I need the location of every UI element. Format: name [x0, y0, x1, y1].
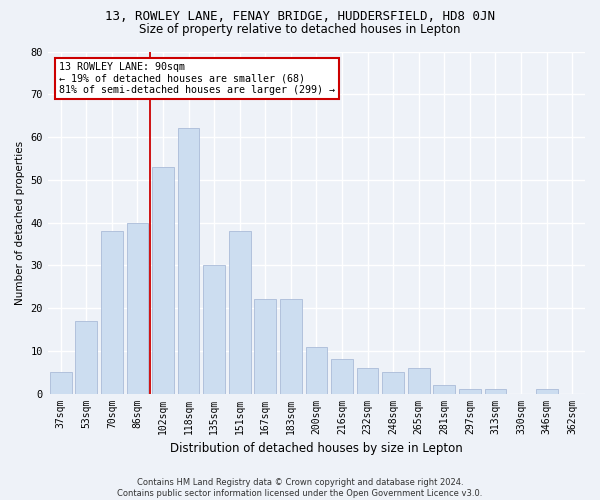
Bar — [357, 368, 379, 394]
Bar — [50, 372, 71, 394]
Bar — [305, 346, 328, 394]
Bar — [485, 390, 506, 394]
Bar — [76, 321, 97, 394]
Bar — [280, 300, 302, 394]
Bar — [127, 222, 148, 394]
Bar — [433, 385, 455, 394]
Bar — [254, 300, 276, 394]
Bar — [331, 360, 353, 394]
Bar — [178, 128, 199, 394]
Y-axis label: Number of detached properties: Number of detached properties — [15, 140, 25, 304]
Bar — [382, 372, 404, 394]
Bar — [459, 390, 481, 394]
Text: Size of property relative to detached houses in Lepton: Size of property relative to detached ho… — [139, 22, 461, 36]
Bar — [229, 231, 251, 394]
Bar — [408, 368, 430, 394]
Bar — [203, 266, 225, 394]
Text: 13, ROWLEY LANE, FENAY BRIDGE, HUDDERSFIELD, HD8 0JN: 13, ROWLEY LANE, FENAY BRIDGE, HUDDERSFI… — [105, 10, 495, 23]
Bar — [536, 390, 557, 394]
Bar — [101, 231, 123, 394]
Bar — [152, 167, 174, 394]
Text: 13 ROWLEY LANE: 90sqm
← 19% of detached houses are smaller (68)
81% of semi-deta: 13 ROWLEY LANE: 90sqm ← 19% of detached … — [59, 62, 335, 95]
Text: Contains HM Land Registry data © Crown copyright and database right 2024.
Contai: Contains HM Land Registry data © Crown c… — [118, 478, 482, 498]
X-axis label: Distribution of detached houses by size in Lepton: Distribution of detached houses by size … — [170, 442, 463, 455]
